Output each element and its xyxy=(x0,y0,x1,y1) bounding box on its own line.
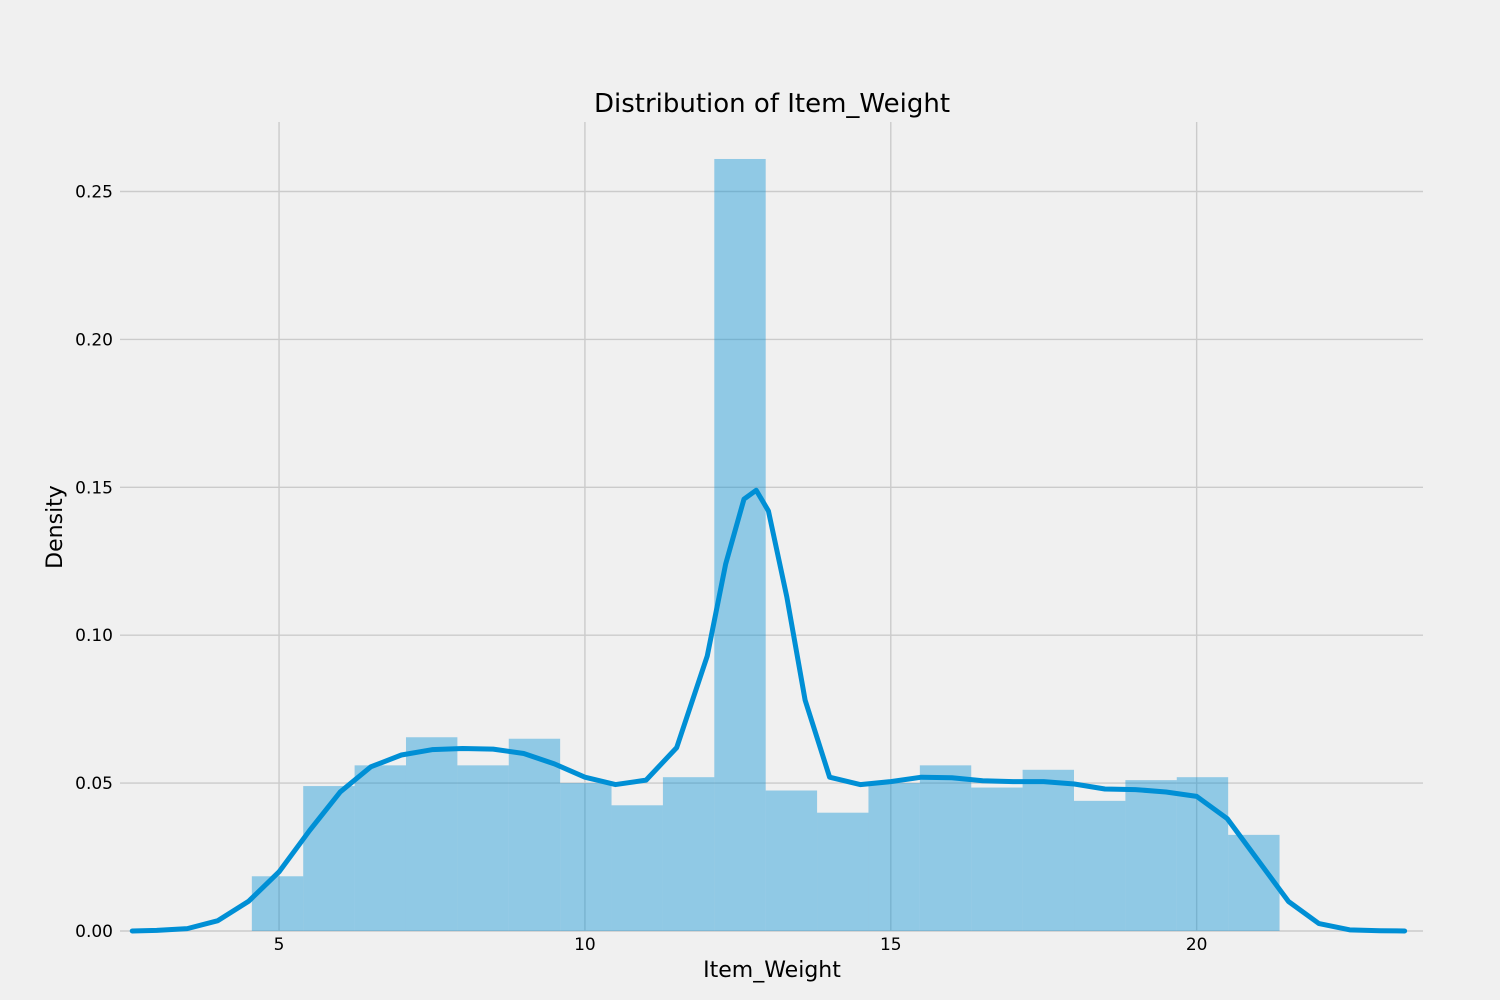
y-tick-label: 0.25 xyxy=(75,183,113,203)
y-tick-label: 0.00 xyxy=(75,922,113,942)
x-axis-label: Item_Weight xyxy=(703,958,841,983)
histogram-bar xyxy=(251,876,304,931)
histogram-bar xyxy=(919,765,972,931)
x-axis-ticks: 5 10 15 20 xyxy=(274,935,1208,955)
histogram-bar xyxy=(971,787,1023,931)
histogram-bar xyxy=(611,805,663,931)
histogram-bars xyxy=(251,158,1280,931)
chart-title: Distribution of Item_Weight xyxy=(594,89,950,119)
histogram-bar xyxy=(714,158,766,931)
histogram-bar xyxy=(1022,769,1075,931)
y-tick-label: 0.20 xyxy=(75,330,113,350)
y-tick-label: 0.15 xyxy=(75,478,113,498)
x-tick-label: 5 xyxy=(274,935,285,955)
histogram-bar xyxy=(1074,800,1126,931)
grid-lines xyxy=(120,122,1423,932)
x-tick-label: 10 xyxy=(574,935,596,955)
histogram-bar xyxy=(817,812,869,931)
histogram-bar xyxy=(405,737,458,931)
histogram-bar xyxy=(457,765,509,931)
y-axis-label: Density xyxy=(43,485,68,569)
histogram-bar xyxy=(560,783,612,931)
x-tick-label: 20 xyxy=(1186,935,1208,955)
histogram-bar xyxy=(354,765,406,931)
y-tick-label: 0.10 xyxy=(75,626,113,646)
histogram-bar xyxy=(1125,780,1177,931)
histogram-bar xyxy=(508,738,561,931)
y-tick-label: 0.05 xyxy=(75,774,113,794)
x-tick-label: 15 xyxy=(880,935,902,955)
kde-curve xyxy=(129,487,1408,934)
histogram-bar xyxy=(662,777,715,931)
histogram-bar xyxy=(868,783,920,931)
histogram-bar xyxy=(765,790,818,931)
y-axis-ticks: 0.00 0.05 0.10 0.15 0.20 0.25 xyxy=(75,183,113,942)
